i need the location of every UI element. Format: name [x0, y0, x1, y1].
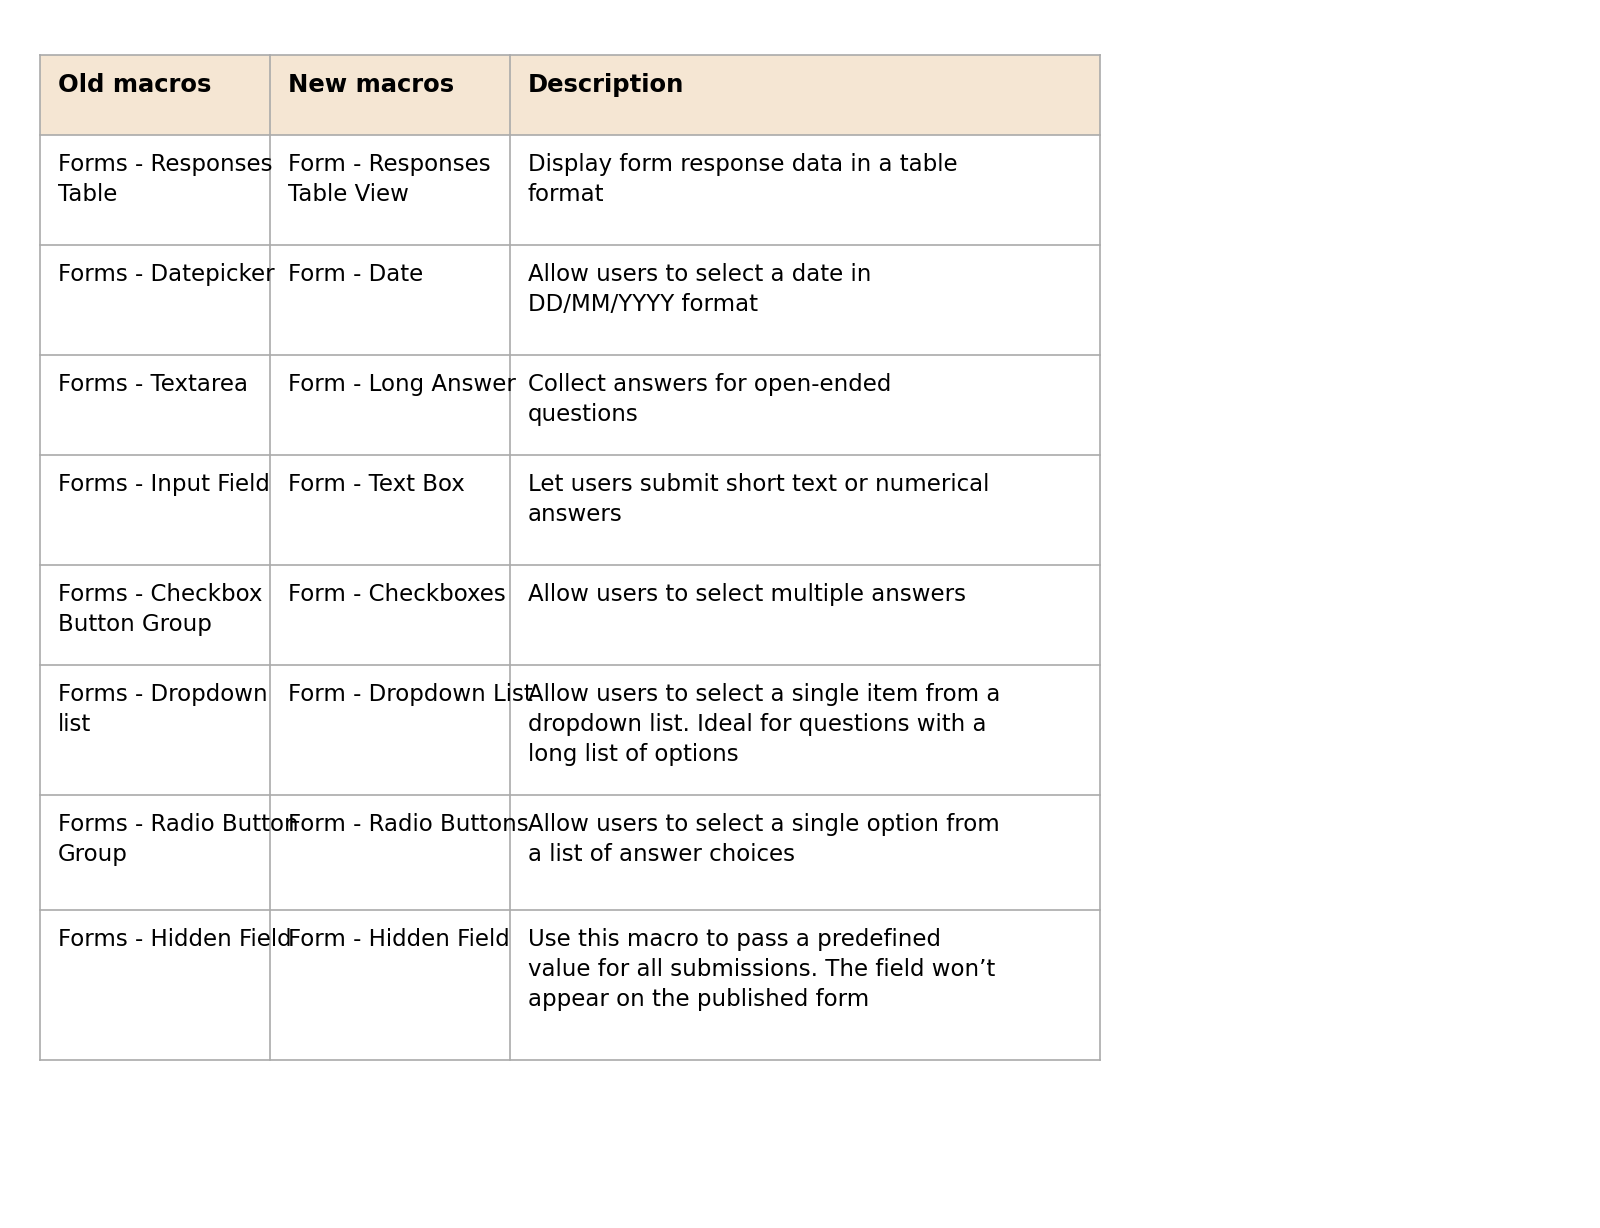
Text: Form - Date: Form - Date — [288, 263, 424, 286]
Bar — [510, 795, 1101, 910]
Bar — [510, 565, 1101, 666]
Bar — [270, 135, 510, 246]
Bar — [40, 246, 270, 355]
Bar — [270, 246, 510, 355]
Text: Forms - Textarea: Forms - Textarea — [58, 373, 248, 395]
Bar — [40, 565, 270, 666]
Bar — [510, 666, 1101, 795]
Text: Forms - Hidden Field: Forms - Hidden Field — [58, 928, 291, 950]
Text: Allow users to select a date in
DD/MM/YYYY format: Allow users to select a date in DD/MM/YY… — [528, 263, 872, 316]
Text: Allow users to select a single item from a
dropdown list. Ideal for questions wi: Allow users to select a single item from… — [528, 683, 1000, 766]
Text: Allow users to select a single option from
a list of answer choices: Allow users to select a single option fr… — [528, 813, 1000, 866]
Bar — [510, 246, 1101, 355]
Bar — [40, 456, 270, 565]
Bar — [40, 795, 270, 910]
Bar — [510, 355, 1101, 456]
Text: Forms - Checkbox
Button Group: Forms - Checkbox Button Group — [58, 583, 262, 636]
Text: Collect answers for open-ended
questions: Collect answers for open-ended questions — [528, 373, 891, 426]
Text: Form - Text Box: Form - Text Box — [288, 473, 464, 496]
Text: Forms - Radio Button
Group: Forms - Radio Button Group — [58, 813, 299, 866]
Text: Forms - Input Field: Forms - Input Field — [58, 473, 270, 496]
Bar — [270, 55, 510, 135]
Text: Forms - Dropdown
list: Forms - Dropdown list — [58, 683, 267, 737]
Bar — [510, 55, 1101, 135]
Text: New macros: New macros — [288, 72, 454, 97]
Bar — [270, 795, 510, 910]
Bar — [510, 456, 1101, 565]
Text: Use this macro to pass a predefined
value for all submissions. The field won’t
a: Use this macro to pass a predefined valu… — [528, 928, 995, 1012]
Bar — [40, 666, 270, 795]
Text: Forms - Datepicker: Forms - Datepicker — [58, 263, 275, 286]
Text: Let users submit short text or numerical
answers: Let users submit short text or numerical… — [528, 473, 989, 527]
Bar — [40, 355, 270, 456]
Bar — [270, 565, 510, 666]
Bar — [510, 135, 1101, 246]
Text: Form - Radio Buttons: Form - Radio Buttons — [288, 813, 528, 836]
Text: Allow users to select multiple answers: Allow users to select multiple answers — [528, 583, 966, 605]
Text: Display form response data in a table
format: Display form response data in a table fo… — [528, 154, 958, 206]
Text: Form - Long Answer: Form - Long Answer — [288, 373, 515, 395]
Bar — [270, 355, 510, 456]
Bar — [270, 456, 510, 565]
Text: Forms - Responses
Table: Forms - Responses Table — [58, 154, 272, 206]
Bar — [270, 666, 510, 795]
Text: Form - Dropdown List: Form - Dropdown List — [288, 683, 533, 706]
Bar — [40, 135, 270, 246]
Text: Form - Hidden Field: Form - Hidden Field — [288, 928, 510, 950]
Text: Form - Responses
Table View: Form - Responses Table View — [288, 154, 491, 206]
Text: Description: Description — [528, 72, 685, 97]
Text: Form - Checkboxes: Form - Checkboxes — [288, 583, 506, 605]
Bar — [510, 910, 1101, 1060]
Bar — [40, 910, 270, 1060]
Text: Old macros: Old macros — [58, 72, 211, 97]
Bar — [40, 55, 270, 135]
Bar — [270, 910, 510, 1060]
